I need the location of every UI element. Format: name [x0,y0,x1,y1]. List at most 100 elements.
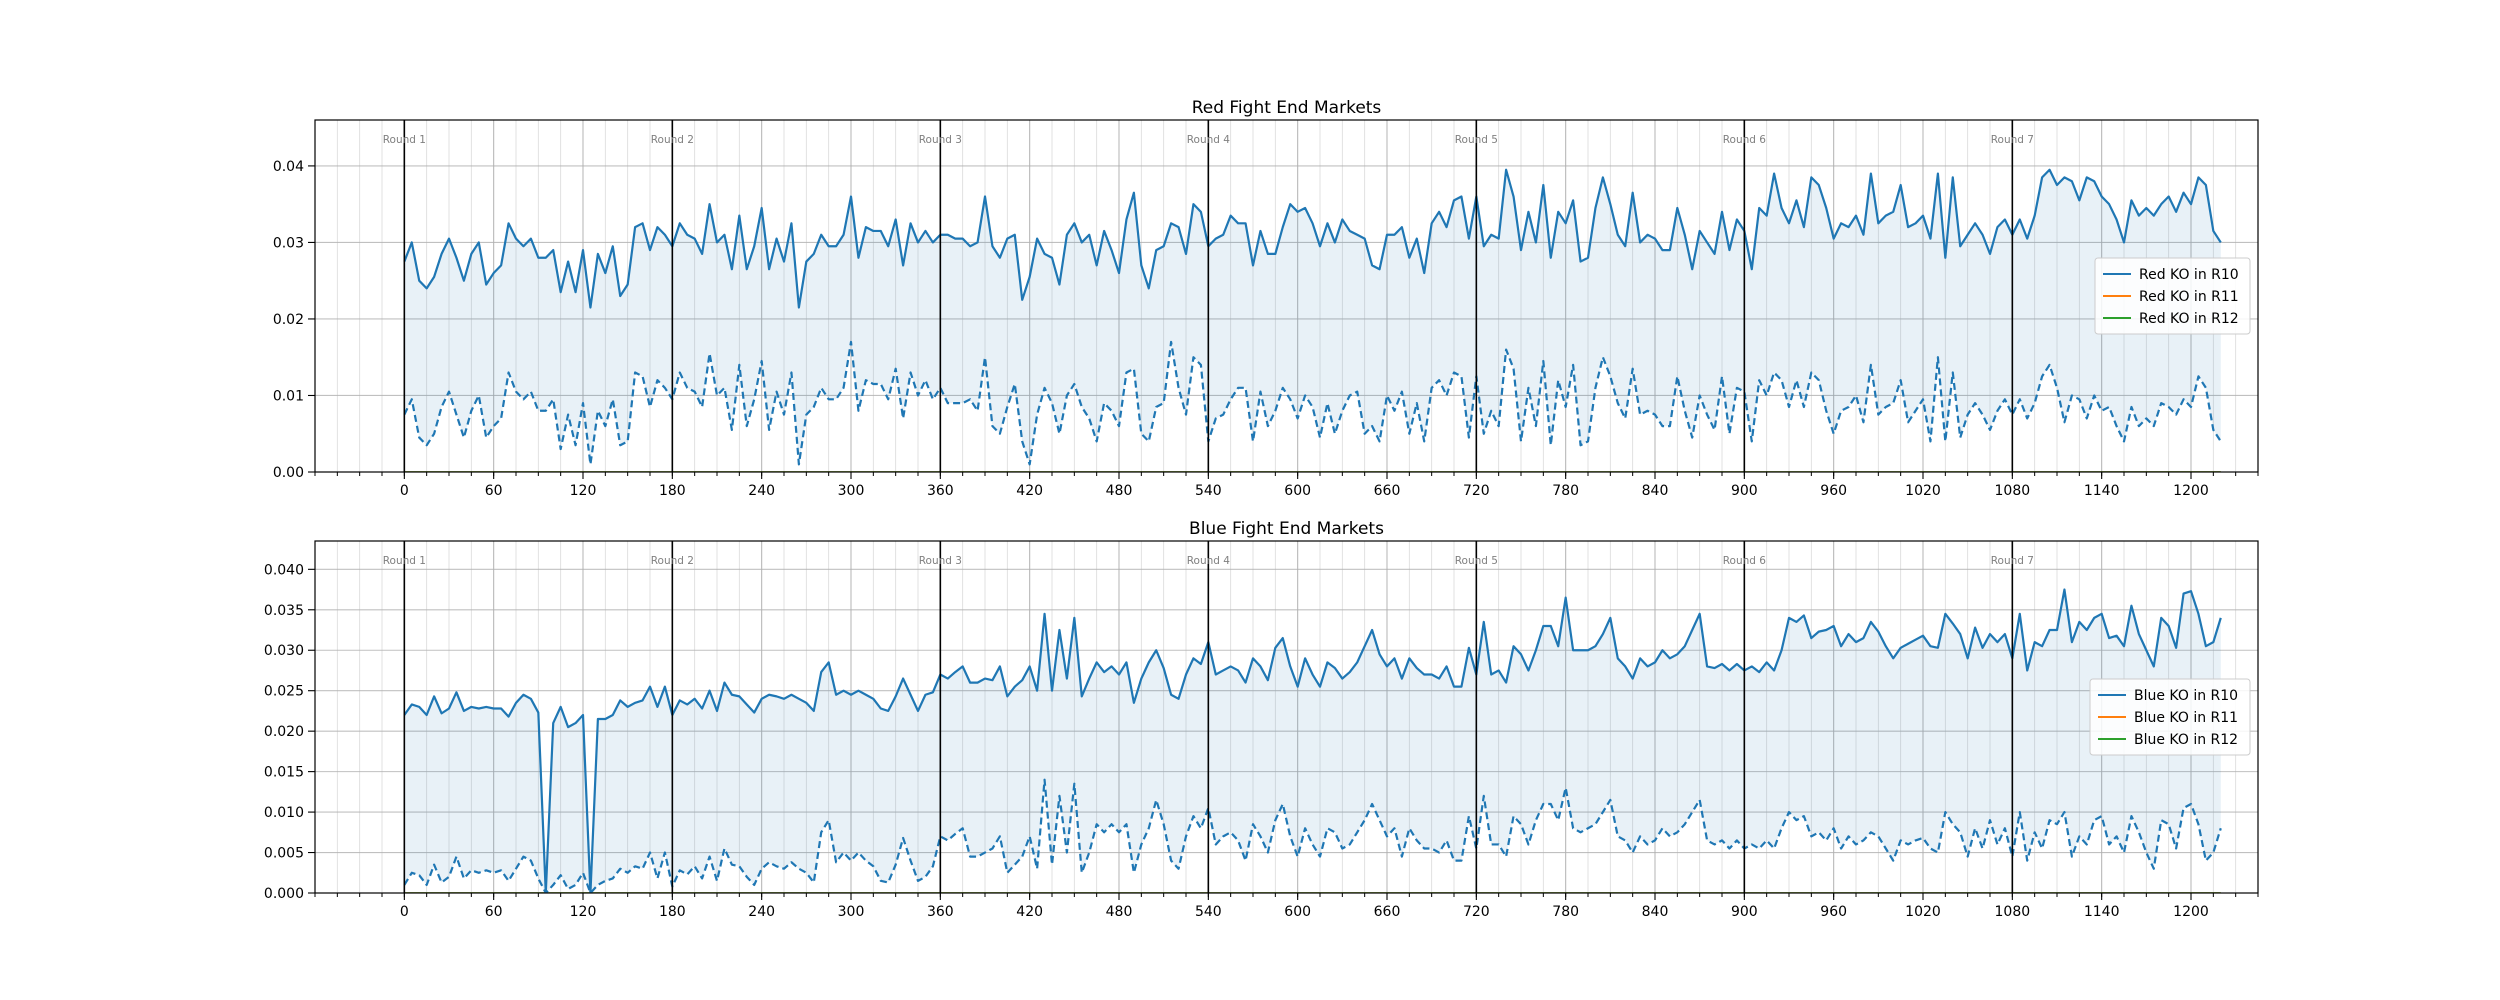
x-tick-label: 660 [1374,483,1401,499]
y-tick-label: 0.04 [273,159,304,175]
x-axis: 0 60 120 180 240 300 360 420 480 540 600 660 720 780 8… [400,893,2209,920]
round-markers: Round 1 Round 2 Round 3 Round 4 Round 5 Round… [383,120,2034,472]
round-label: Round 1 [383,555,426,567]
round-label: Round 7 [1991,134,2034,146]
x-tick-label: 1080 [1995,904,2031,920]
x-tick-label: 360 [927,483,954,499]
x-tick-label: 1200 [2173,904,2209,920]
y-tick-label: 0.020 [264,724,304,740]
legend-entry: Blue KO in R11 [2134,710,2238,726]
legend-entry: Red KO in R12 [2139,311,2239,327]
x-tick-label: 600 [1284,904,1311,920]
axes-frame [314,119,2259,473]
x-tick-label: 540 [1195,904,1222,920]
x-tick-label: 60 [485,904,503,920]
chart-panel-2: Round 1 Round 2 Round 3 Round 4 Round 5 Round… [264,519,2259,920]
x-tick-label: 300 [838,904,865,920]
legend-entry: Blue KO in R12 [2134,732,2238,748]
x-tick-label: 960 [1820,904,1847,920]
round-label: Round 4 [1187,555,1231,567]
x-tick-label: 660 [1374,904,1401,920]
legend: Red KO in R10 Red KO in R11 Red KO in R12 [2094,257,2251,335]
axes-frame [314,540,2259,894]
x-tick-label: 180 [659,904,686,920]
y-tick-label: 0.000 [264,886,304,902]
round-label: Round 2 [651,134,694,146]
series-line-upper [403,588,2222,893]
series-line-lower-dashed [403,340,2222,466]
x-tick-label: 360 [927,904,954,920]
y-tick-label: 0.005 [264,846,304,862]
y-axis: 0.000 0.005 0.010 0.015 0.020 0.025 0.030 0.035… [264,562,315,902]
x-tick-label: 0 [400,904,409,920]
round-label: Round 4 [1187,134,1231,146]
x-tick-label: 420 [1016,483,1043,499]
band-fill [404,589,2221,893]
x-tick-label: 780 [1552,904,1579,920]
band-fill [404,169,2221,465]
x-tick-label: 1140 [2084,904,2120,920]
x-tick-label: 1200 [2173,483,2209,499]
x-axis: 0 60 120 180 240 300 360 420 480 540 600 660 720 780 8… [400,472,2209,499]
y-tick-label: 0.035 [264,603,304,619]
x-tick-label: 900 [1731,483,1758,499]
y-tick-label: 0.03 [273,235,304,251]
x-tick-label: 0 [400,483,409,499]
x-tick-label: 900 [1731,904,1758,920]
x-tick-label: 960 [1820,483,1847,499]
legend-entry: Blue KO in R10 [2134,688,2238,704]
x-tick-label: 840 [1642,904,1669,920]
y-tick-label: 0.015 [264,765,304,781]
x-tick-label: 180 [659,483,686,499]
chart-title: Red Fight End Markets [1192,98,1382,118]
x-tick-label: 840 [1642,483,1669,499]
round-label: Round 3 [919,555,962,567]
x-tick-label: 480 [1106,483,1133,499]
y-tick-label: 0.030 [264,643,304,659]
round-label: Round 1 [383,134,426,146]
round-label: Round 7 [1991,555,2034,567]
x-tick-label: 600 [1284,483,1311,499]
y-axis: 0.00 0.01 0.02 0.03 0.04 [273,159,315,481]
x-tick-label: 420 [1016,904,1043,920]
series-line-upper [403,168,2222,309]
round-markers: Round 1 Round 2 Round 3 Round 4 Round 5 Round… [383,541,2034,893]
round-label: Round 3 [919,134,962,146]
round-label: Round 5 [1455,555,1498,567]
round-label: Round 6 [1723,555,1767,567]
legend-box [2094,257,2251,335]
series-line-lower-dashed [403,778,2222,893]
legend-entry: Red KO in R10 [2139,267,2239,283]
x-tick-label: 120 [570,483,597,499]
x-tick-label: 720 [1463,483,1490,499]
x-tick-label: 720 [1463,904,1490,920]
major-grid [315,541,2258,894]
x-tick-label: 540 [1195,483,1222,499]
y-tick-label: 0.025 [264,684,304,700]
x-tick-label: 240 [748,904,775,920]
legend: Blue KO in R10 Blue KO in R11 Blue KO in R… [2089,678,2251,756]
x-tick-label: 120 [570,904,597,920]
chart-title: Blue Fight End Markets [1189,519,1384,539]
x-tick-label: 1080 [1995,483,2031,499]
x-tick-label: 60 [485,483,503,499]
round-label: Round 6 [1723,134,1767,146]
x-tick-label: 300 [838,483,865,499]
x-tick-label: 1020 [1905,904,1941,920]
round-label: Round 2 [651,555,694,567]
x-tick-label: 780 [1552,483,1579,499]
legend-box [2089,678,2251,756]
x-tick-label: 480 [1106,904,1133,920]
round-label: Round 5 [1455,134,1498,146]
x-tick-label: 240 [748,483,775,499]
x-tick-label: 1020 [1905,483,1941,499]
y-tick-label: 0.01 [273,388,304,404]
chart-panel-1: Round 1 Round 2 Round 3 Round 4 Round 5 Round… [273,98,2259,499]
y-tick-label: 0.010 [264,805,304,821]
legend-entry: Red KO in R11 [2139,289,2239,305]
x-tick-label: 1140 [2084,483,2120,499]
y-tick-label: 0.040 [264,562,304,578]
y-tick-label: 0.00 [273,465,304,481]
